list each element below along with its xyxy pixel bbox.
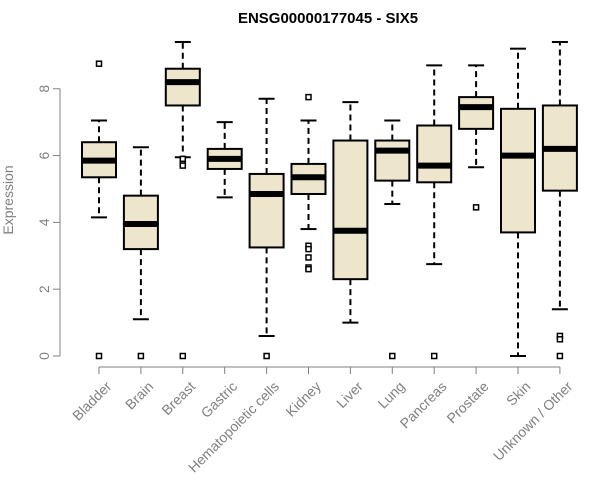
iqr-box	[248, 172, 285, 249]
box-skin	[500, 47, 536, 357]
x-tick-label-breast: Breast	[158, 378, 198, 418]
iqr-box	[500, 107, 536, 234]
box-breast	[164, 41, 201, 360]
outlier-point	[263, 352, 270, 360]
box-prostate	[458, 64, 495, 211]
box-lung	[374, 119, 411, 360]
outlier-point	[472, 204, 480, 211]
x-tick-label-liver: Liver	[333, 378, 366, 411]
x-tick-label-skin: Skin	[503, 378, 534, 409]
box-unknown-other	[541, 41, 578, 360]
y-tick-label: 6	[36, 151, 52, 159]
box-hematopoietic-cells	[248, 97, 285, 360]
outlier-point	[305, 254, 312, 261]
outlier-point	[389, 352, 396, 360]
y-tick-label: 0	[36, 352, 52, 360]
x-tick-label-kidney: Kidney	[282, 378, 324, 420]
x-tick-label-pancreas: Pancreas	[397, 378, 450, 431]
x-tick-label-brain: Brain	[122, 378, 156, 412]
outlier-point	[95, 60, 103, 67]
y-axis-label: Expression	[0, 165, 16, 234]
iqr-box	[164, 67, 201, 107]
box-bladder	[81, 60, 117, 360]
outlier-point	[95, 352, 103, 360]
outlier-point	[137, 352, 145, 360]
iqr-box	[416, 124, 453, 184]
outlier-point	[305, 265, 312, 273]
outlier-point	[179, 352, 187, 360]
x-tick-label-lung: Lung	[374, 378, 407, 411]
outlier-point	[556, 336, 564, 343]
outlier-point	[305, 93, 312, 101]
box-series	[81, 41, 578, 360]
y-tick-label: 2	[36, 285, 52, 293]
outlier-point	[305, 245, 312, 253]
box-brain	[122, 146, 159, 360]
axes: 0 2 4 6 8	[36, 85, 560, 368]
x-tick-label-bladder: Bladder	[69, 378, 115, 424]
outlier-point	[556, 352, 564, 360]
box-gastric	[206, 121, 243, 199]
outlier-point	[430, 352, 438, 360]
chart-title: ENSG00000177045 - SIX5	[238, 10, 418, 27]
x-tick-label-prostate: Prostate	[443, 378, 491, 426]
iqr-box	[332, 139, 369, 281]
iqr-box	[374, 139, 411, 182]
y-tick-label: 4	[36, 218, 52, 226]
box-kidney	[290, 93, 327, 273]
x-tick-label-unknown-other: Unknown / Other	[490, 378, 576, 464]
box-pancreas	[416, 64, 453, 360]
outlier-point	[179, 155, 187, 163]
box-liver	[332, 101, 369, 324]
iqr-box	[458, 96, 495, 130]
outlier-point	[179, 162, 187, 169]
y-tick-label: 8	[36, 85, 52, 93]
